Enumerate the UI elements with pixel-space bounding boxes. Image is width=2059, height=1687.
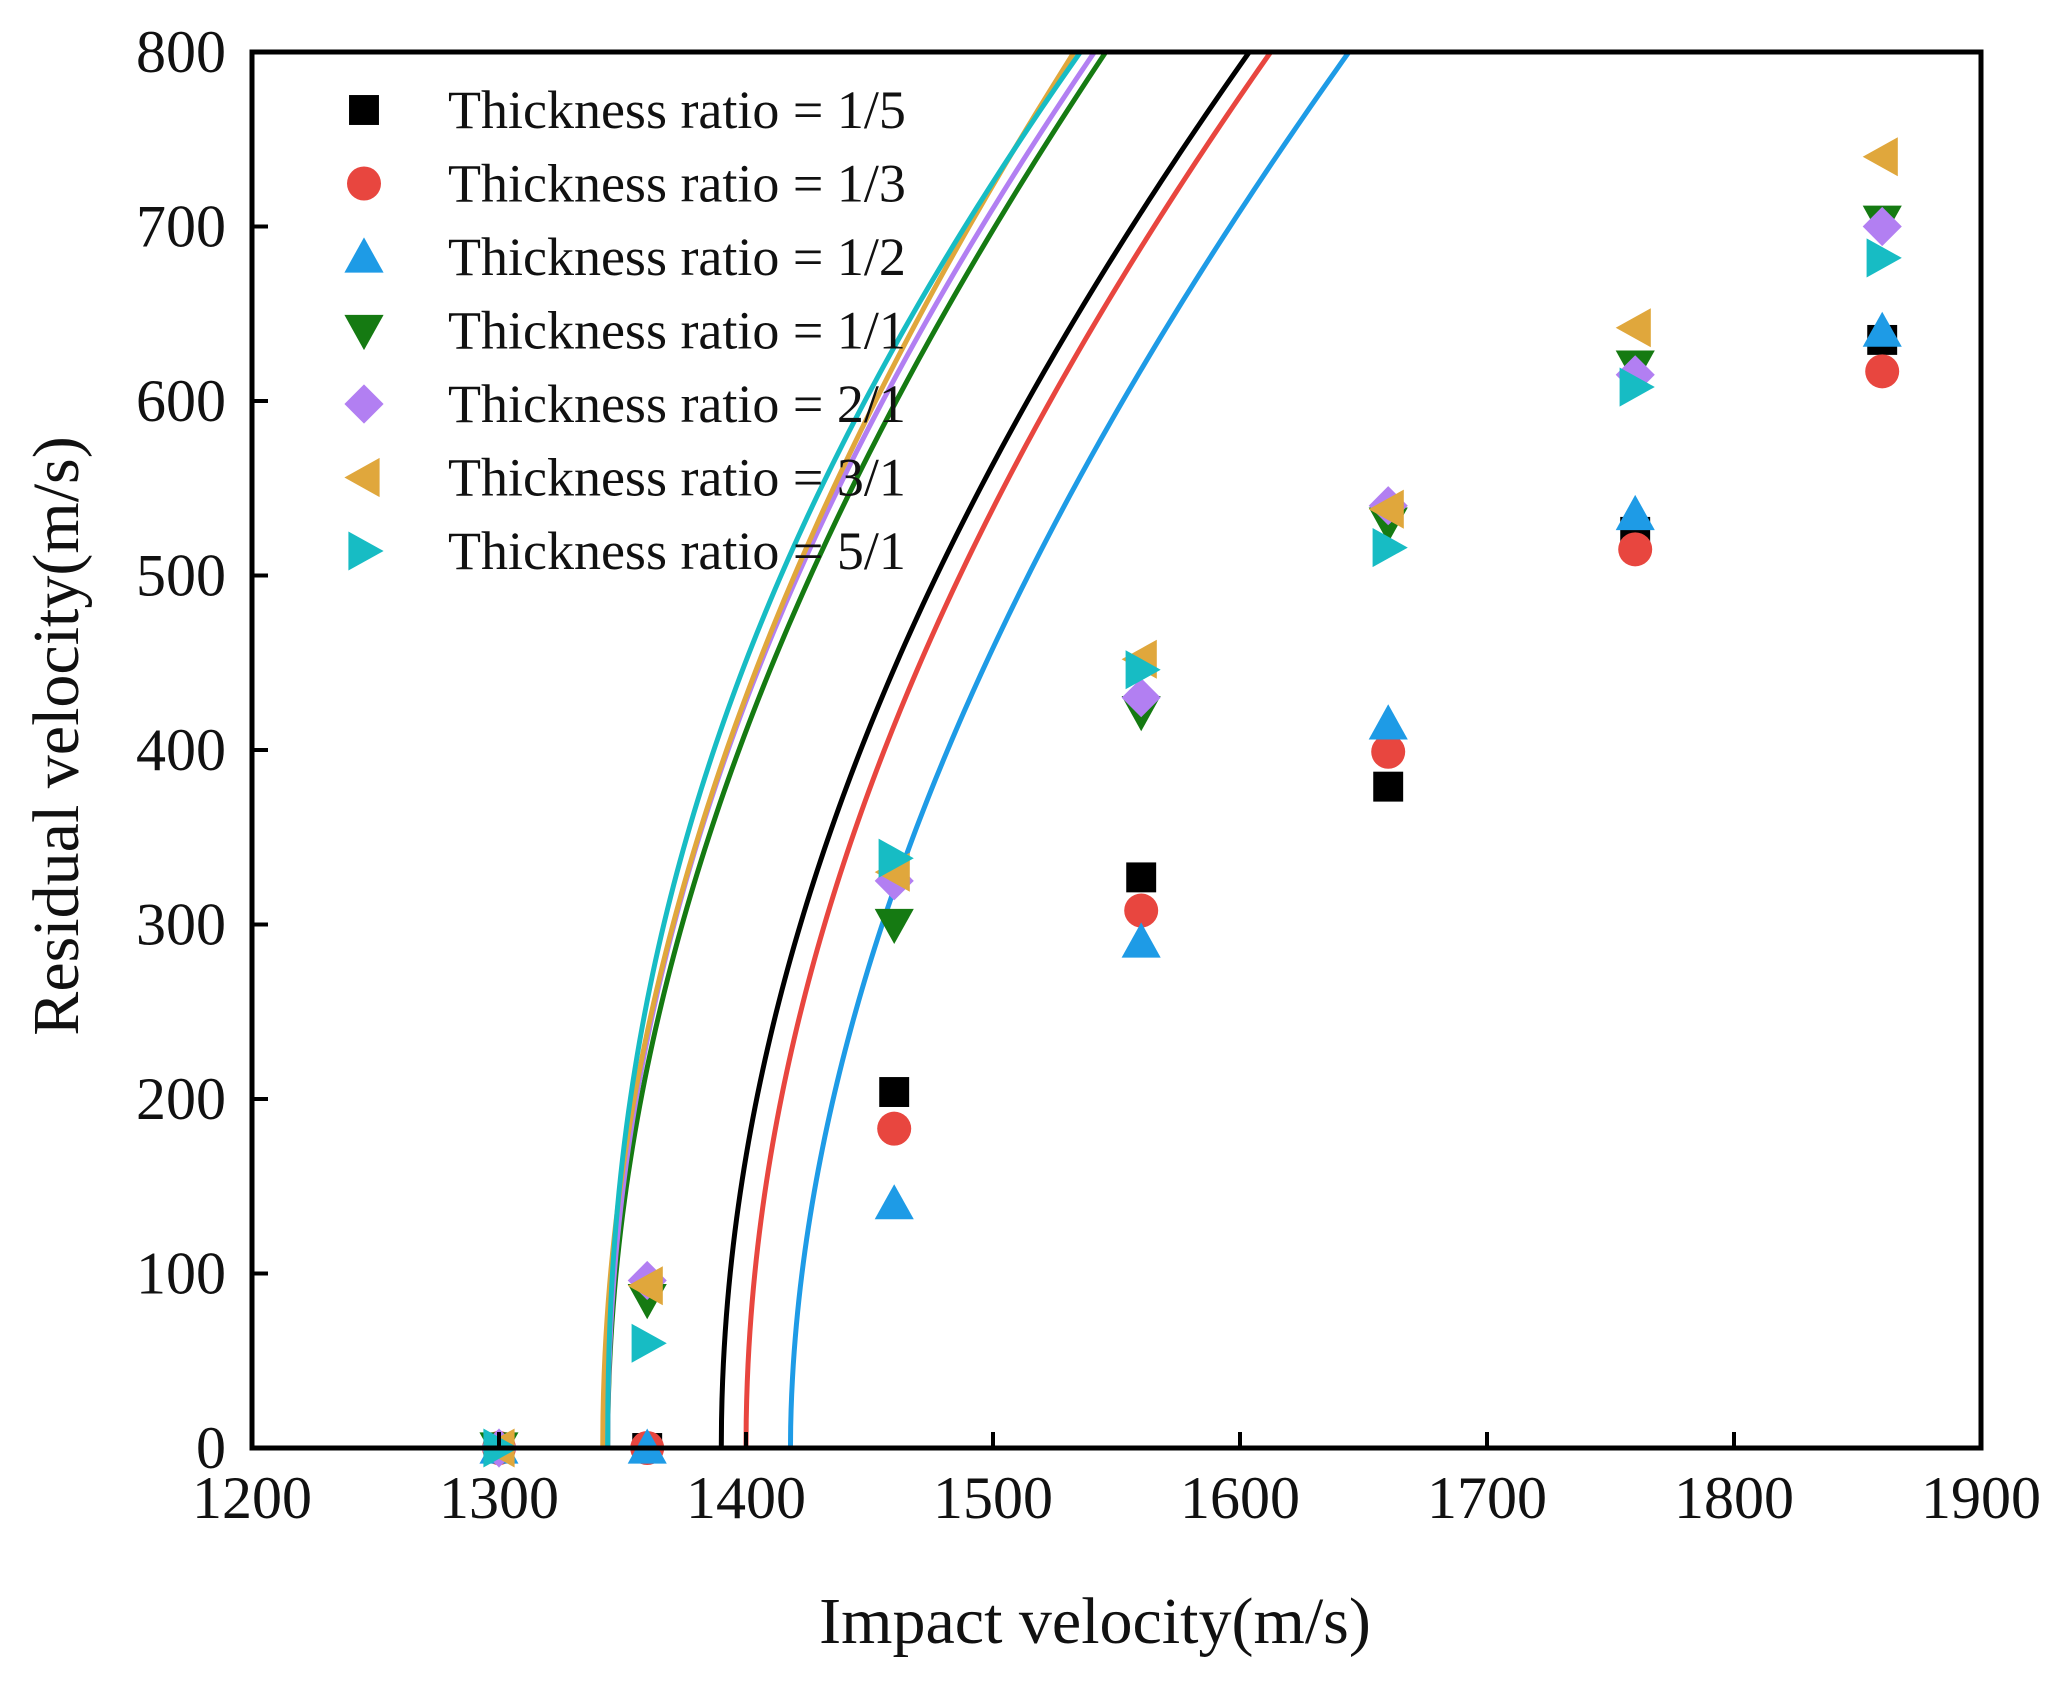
marker-series-7-point-7 [1866,238,1902,278]
x-tick-label: 1400 [686,1465,806,1531]
fit-curve-4 [605,52,1109,1448]
x-axis-title: Impact velocity(m/s) [819,1585,1371,1658]
legend-marker-5 [344,384,384,424]
marker-series-2-point-5 [1371,734,1406,769]
y-tick-label: 400 [136,717,226,783]
y-axis-title: Residual velocity(m/s) [20,436,93,1035]
x-tick-label: 1500 [933,1465,1053,1531]
marker-series-2-point-7 [1865,354,1900,389]
fit-curve-5 [605,52,1098,1448]
marker-series-6-point-7 [1862,137,1898,177]
x-tick-label: 1800 [1674,1465,1794,1531]
y-tick-label: 100 [136,1241,226,1307]
fit-curve-2 [743,52,1274,1448]
x-tick-label: 1900 [1921,1465,2041,1531]
axes-layer: 1200 1300 1400 1500 1600 1700 1800 1900 0 100 200 3… [136,19,2041,1531]
legend-label-1: Thickness ratio = 1/5 [448,80,906,140]
legend-marker-7 [348,531,384,571]
data-markers-layer [479,137,1902,1468]
marker-series-7-point-3 [878,838,914,878]
marker-series-5-point-4 [1121,678,1161,718]
marker-series-3-point-6 [1615,494,1655,531]
x-tick-label: 1600 [1180,1465,1300,1531]
marker-series-3-point-3 [874,1184,914,1220]
legend-label-5: Thickness ratio = 2/1 [448,374,906,434]
marker-series-7-point-5 [1372,528,1408,568]
marker-series-4-point-3 [874,908,914,944]
legend-marker-6 [344,457,380,498]
marker-series-7-point-4 [1125,650,1161,690]
y-tick-label: 500 [136,543,226,609]
x-tick-label: 1300 [439,1465,559,1531]
legend-marker-1 [349,95,379,125]
marker-series-7-point-2 [631,1323,667,1363]
legend-marker-3 [344,237,384,273]
marker-series-2-point-4 [1124,893,1159,928]
marker-series-1-point-5 [1373,771,1404,802]
fit-curve-7 [605,52,1084,1448]
marker-series-3-point-7 [1862,311,1902,347]
fit-curve-1 [718,52,1253,1448]
legend-marker-2 [347,166,381,201]
y-tick-label: 200 [136,1066,226,1132]
legend-label-7: Thickness ratio = 5/1 [448,521,906,581]
x-tick-label: 1200 [192,1465,312,1531]
legend-marker-4 [344,314,384,351]
marker-series-6-point-6 [1615,308,1651,348]
x-tick-label: 1700 [1427,1465,1547,1531]
fit-curve-6 [600,52,1078,1448]
marker-series-3-point-5 [1368,704,1408,740]
legend-label-2: Thickness ratio = 1/3 [448,154,906,214]
marker-series-5-point-7 [1862,206,1902,247]
marker-series-6-point-2 [627,1266,663,1306]
legend-label-6: Thickness ratio = 3/1 [448,448,906,508]
y-tick-label: 800 [136,19,226,85]
marker-series-1-point-4 [1126,862,1157,893]
marker-series-2-point-3 [877,1111,912,1146]
marker-series-7-point-6 [1619,367,1655,407]
marker-series-3-point-4 [1121,922,1161,958]
y-tick-label: 0 [196,1415,226,1481]
y-tick-label: 600 [136,368,226,434]
legend-label-4: Thickness ratio = 1/1 [448,301,906,361]
marker-series-2-point-6 [1618,532,1653,567]
legend-label-3: Thickness ratio = 1/2 [448,227,906,287]
marker-series-1-point-3 [879,1077,910,1107]
fit-curve-3 [787,52,1353,1448]
y-tick-label: 300 [136,892,226,958]
legend: Thickness ratio = 1/5 Thickness ratio = 1… [344,80,906,581]
fit-curves-layer [600,52,1353,1448]
marker-series-6-point-5 [1368,489,1404,529]
y-tick-label: 700 [136,194,226,260]
